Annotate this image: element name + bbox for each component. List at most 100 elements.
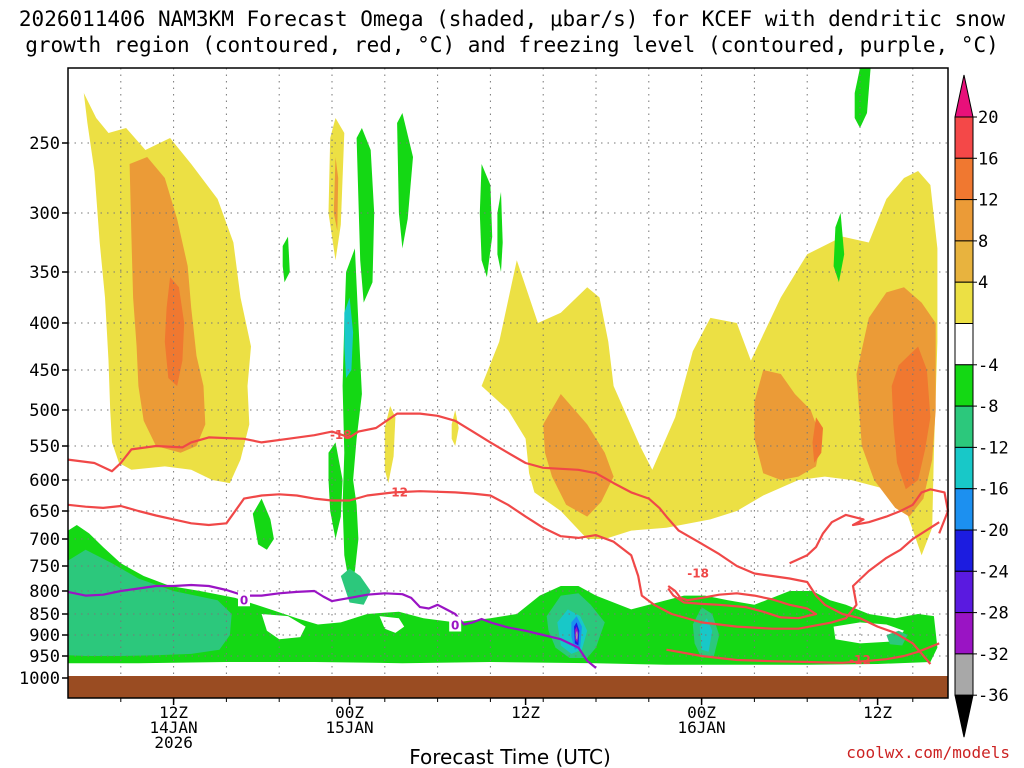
dgz-contour-line — [666, 642, 940, 664]
dgz-contour-line — [67, 490, 940, 630]
x-tick-label: 00Z — [687, 703, 716, 722]
x-tick-label: 2026 — [154, 733, 193, 752]
dgz-contour-label: -18 — [687, 567, 709, 581]
dgz-contour-line — [667, 585, 818, 620]
y-tick-label: 600 — [29, 471, 60, 491]
colorbar-label: -8 — [978, 397, 998, 417]
y-axis-pressure: 2503003504004505005506006507007508008509… — [19, 134, 68, 689]
colorbar-bin — [954, 405, 974, 448]
colorbar-bin — [954, 570, 974, 614]
colorbar-label: 8 — [978, 232, 988, 252]
colorbar-bin — [954, 364, 974, 407]
omega-region — [576, 630, 578, 640]
x-tick-label: 14JAN — [150, 718, 198, 737]
chart-title-line-2: growth region (contoured, red, °C) and f… — [25, 33, 999, 57]
dgz-contour-line — [789, 488, 950, 565]
colorbar-min-arrow — [954, 694, 974, 738]
dgz-contour-label: -12 — [849, 653, 871, 667]
omega-region — [164, 277, 185, 386]
colorbar-label: 16 — [978, 149, 998, 169]
freezing-level-label: 0 — [451, 619, 459, 633]
colorbar-bin — [954, 488, 974, 531]
omega-region — [891, 346, 931, 490]
omega-region — [282, 236, 290, 283]
colorbar-bin — [954, 323, 974, 366]
x-tick-label: 12Z — [159, 703, 188, 722]
y-tick-label: 850 — [29, 605, 60, 625]
omega-region — [886, 630, 908, 646]
omega-region — [543, 394, 614, 517]
colorbar-bin — [954, 157, 974, 201]
omega-region — [328, 442, 343, 539]
colorbar-bin — [954, 529, 974, 572]
y-tick-label: 750 — [29, 557, 60, 577]
colorbar-label: -32 — [978, 645, 1009, 665]
y-tick-label: 400 — [29, 314, 60, 334]
colorbar-label: 12 — [978, 191, 998, 211]
x-tick-label: 12Z — [863, 703, 892, 722]
y-tick-label: 450 — [29, 361, 60, 381]
omega-region — [479, 164, 493, 278]
colorbar-max-arrow — [954, 74, 974, 118]
colorbar-label: -16 — [978, 480, 1009, 500]
colorbar-label: 20 — [978, 108, 998, 128]
x-tick-label: 15JAN — [326, 718, 374, 737]
freezing-level-label: 0 — [240, 593, 248, 607]
plot-frame — [67, 67, 949, 699]
x-axis-label: Forecast Time (UTC) — [409, 745, 611, 768]
colorbar-bin — [954, 653, 974, 696]
colorbar-label: 4 — [978, 273, 988, 293]
colorbar-bin — [954, 116, 974, 159]
colorbar-label: -4 — [978, 356, 998, 376]
omega-region — [833, 622, 904, 644]
colorbar-label: -24 — [978, 562, 1009, 582]
dgz-contour-label: -12 — [386, 485, 408, 499]
chart-title-line-1: 2026011406 NAM3KM Forecast Omega (shaded… — [19, 7, 1006, 31]
omega-region — [497, 192, 503, 272]
omega-region — [833, 213, 845, 283]
y-tick-label: 800 — [29, 582, 60, 602]
colorbar-bin — [954, 281, 974, 325]
y-tick-label: 550 — [29, 437, 60, 457]
omega-colorbar: 20 16 12 8 4 -4 -8 -12 -16 -20 -24 -28 -32 -36 — [954, 74, 1009, 738]
freezing-label-bg — [449, 616, 462, 632]
omega-region — [261, 614, 306, 640]
y-tick-label: 1000 — [19, 669, 60, 689]
colorbar-label: -28 — [978, 604, 1009, 624]
omega-region — [754, 370, 822, 480]
colorbar-label: -20 — [978, 521, 1009, 541]
omega-region — [252, 498, 274, 550]
y-tick-label: 650 — [29, 502, 60, 522]
omega-region — [451, 410, 459, 446]
plot-area: -18 -12 -12 -18 0 0 — [67, 67, 950, 699]
omega-region — [333, 157, 339, 231]
ground-surface — [68, 676, 948, 698]
omega-region — [68, 549, 232, 656]
y-tick-label: 250 — [29, 134, 60, 154]
omega-region — [812, 417, 823, 463]
omega-region — [356, 128, 375, 303]
x-tick-label: 00Z — [335, 703, 364, 722]
omega-region — [397, 113, 413, 249]
colorbar-label: -12 — [978, 438, 1009, 458]
x-tick-label: 16JAN — [678, 718, 726, 737]
y-tick-label: 350 — [29, 263, 60, 283]
y-tick-label: 950 — [29, 647, 60, 667]
colorbar-label: -36 — [978, 686, 1009, 706]
omega-region — [854, 68, 871, 128]
credit-link[interactable]: coolwx.com/models — [846, 743, 1010, 762]
colorbar-bin — [954, 199, 974, 242]
colorbar-bin — [954, 240, 974, 283]
freezing-level-contour — [67, 583, 597, 669]
y-tick-label: 900 — [29, 626, 60, 646]
freezing-label-bg — [238, 591, 250, 607]
y-tick-label: 500 — [29, 401, 60, 421]
omega-region — [344, 297, 354, 378]
y-tick-label: 300 — [29, 204, 60, 224]
omega-region — [384, 406, 396, 484]
x-tick-label: 12Z — [511, 703, 540, 722]
omega-region — [342, 248, 362, 586]
y-tick-label: 700 — [29, 530, 60, 550]
